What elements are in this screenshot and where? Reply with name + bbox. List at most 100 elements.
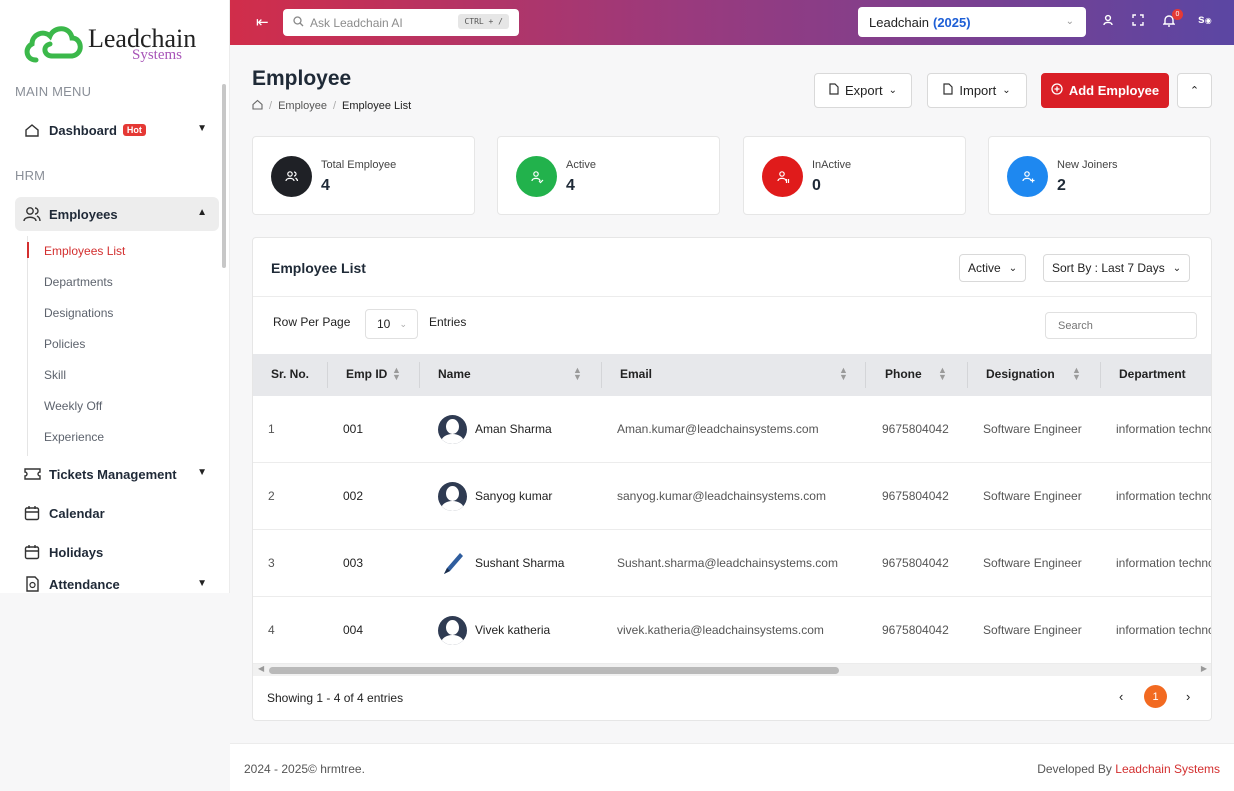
cell-designation: Software Engineer — [983, 623, 1082, 637]
cell-designation: Software Engineer — [983, 556, 1082, 570]
cell-name[interactable]: Sushant Sharma — [475, 556, 565, 570]
submenu-employees-list[interactable]: Employees List — [44, 244, 126, 258]
submenu-experience[interactable]: Experience — [44, 430, 105, 444]
submenu-designations[interactable]: Designations — [44, 306, 114, 320]
sort-dropdown[interactable]: Sort By : Last 7 Days ⌄ — [1043, 254, 1191, 282]
hot-badge: Hot — [122, 124, 146, 136]
collapse-sidebar-icon[interactable]: ⇤ — [256, 14, 269, 31]
cell-sr: 4 — [268, 623, 275, 637]
sort-icon[interactable]: ▲ ▼ — [839, 365, 848, 382]
table-row[interactable]: 4 004 Vivek katheria vivek.katheria@lead… — [253, 597, 1211, 664]
avatar — [438, 482, 467, 511]
scroll-left-icon[interactable]: ◀ — [258, 664, 265, 673]
sidebar-item-employees[interactable]: Employees ▲ — [15, 197, 219, 231]
hrm-title: HRM — [15, 168, 46, 183]
col-emp-id[interactable]: Emp ID — [346, 367, 388, 381]
stat-total-employee: Total Employee 4 — [252, 136, 475, 215]
cell-designation: Software Engineer — [983, 422, 1082, 436]
prev-page-button[interactable]: ‹ — [1119, 689, 1124, 704]
scroll-right-icon[interactable]: ▶ — [1200, 664, 1207, 673]
chevron-down-icon: ⌄ — [1008, 262, 1018, 274]
user-menu[interactable]: s◉ — [1198, 12, 1212, 26]
col-name[interactable]: Name — [438, 367, 471, 381]
scrollbar-thumb[interactable] — [269, 667, 839, 674]
ticket-icon — [23, 465, 41, 483]
col-sr-no[interactable]: Sr. No. — [271, 367, 310, 381]
sort-value: Sort By : Last 7 Days — [1052, 261, 1165, 275]
stat-label: New Joiners — [1057, 159, 1118, 171]
sort-icon[interactable]: ▲ ▼ — [938, 365, 947, 382]
cell-name[interactable]: Aman Sharma — [475, 422, 552, 436]
cell-department: information technology — [1116, 489, 1211, 503]
settings-dot-icon: ◉ — [1204, 16, 1212, 25]
col-department[interactable]: Department — [1119, 367, 1186, 381]
cell-name[interactable]: Vivek katheria — [475, 623, 551, 637]
sidebar-item-tickets[interactable]: Tickets Management ▼ — [15, 457, 219, 491]
developer-link[interactable]: Leadchain Systems — [1115, 762, 1220, 776]
cell-phone: 9675804042 — [882, 489, 949, 503]
chevron-down-icon: ⌄ — [1002, 85, 1011, 96]
col-separator — [419, 362, 420, 388]
logo[interactable]: Leadchain Systems — [22, 20, 202, 70]
col-designation[interactable]: Designation — [986, 367, 1055, 381]
table-row[interactable]: 1 001 Aman Sharma Aman.kumar@leadchainsy… — [253, 396, 1211, 463]
stat-label: InActive — [812, 159, 852, 171]
import-button[interactable]: Import ⌄ — [927, 73, 1027, 108]
table-row[interactable]: 3 003 Sushant Sharma Sushant.sharma@lead… — [253, 530, 1211, 597]
breadcrumb-employee[interactable]: Employee — [278, 100, 327, 112]
stat-value: 0 — [812, 177, 821, 194]
file-check-icon — [23, 575, 41, 593]
rows-per-page-label: Row Per Page — [273, 315, 351, 329]
submenu-departments[interactable]: Departments — [44, 275, 113, 289]
cell-sr: 3 — [268, 556, 275, 570]
submenu-weekly-off[interactable]: Weekly Off — [44, 399, 103, 413]
table-row[interactable]: 2 002 Sanyog kumar sanyog.kumar@leadchai… — [253, 463, 1211, 530]
export-button[interactable]: Export ⌄ — [814, 73, 912, 108]
col-email[interactable]: Email — [620, 367, 653, 381]
sidebar-scrollbar[interactable] — [222, 84, 226, 268]
submenu-skill[interactable]: Skill — [44, 368, 67, 382]
table-search-input[interactable] — [1045, 312, 1197, 339]
avatar — [438, 415, 467, 444]
page-1-button[interactable]: 1 — [1144, 685, 1167, 708]
add-employee-button[interactable]: Add Employee — [1041, 73, 1169, 108]
chevrons-up-icon: ⌃ — [1189, 85, 1200, 97]
user-icon[interactable] — [1102, 14, 1114, 29]
chevron-down-icon: ⌄ — [1172, 262, 1182, 274]
cell-name[interactable]: Sanyog kumar — [475, 489, 553, 503]
col-phone[interactable]: Phone — [885, 367, 922, 381]
status-filter-dropdown[interactable]: Active ⌄ — [959, 254, 1027, 282]
next-page-button[interactable]: › — [1186, 689, 1191, 704]
col-separator — [865, 362, 866, 388]
export-label: Export — [845, 83, 883, 98]
import-label: Import — [959, 83, 997, 98]
company-select[interactable]: Leadchain (2025) ⌄ — [858, 7, 1086, 37]
sort-icon[interactable]: ▲ ▼ — [392, 365, 401, 382]
cell-emp-id: 001 — [343, 422, 364, 436]
sidebar-item-label: Attendance — [49, 576, 120, 592]
sidebar-item-dashboard[interactable]: Dashboard Hot ▼ — [15, 113, 219, 147]
ai-search-input[interactable]: Ask Leadchain AI CTRL + / — [283, 9, 519, 36]
cell-email: Sushant.sharma@leadchainsystems.com — [617, 556, 838, 570]
submenu-policies[interactable]: Policies — [44, 337, 86, 351]
home-icon[interactable] — [252, 99, 263, 113]
search-placeholder: Ask Leadchain AI — [310, 15, 403, 30]
search-icon — [293, 15, 304, 30]
sidebar-item-calendar[interactable]: Calendar — [15, 496, 219, 530]
sort-icon[interactable]: ▲ ▼ — [573, 365, 582, 382]
sidebar: Leadchain Systems MAIN MENU Dashboard Ho… — [0, 0, 230, 593]
table-horizontal-scrollbar[interactable]: ◀ ▶ — [253, 664, 1211, 676]
bell-icon[interactable] — [1162, 14, 1176, 30]
cell-email: Aman.kumar@leadchainsystems.com — [617, 422, 819, 436]
sidebar-item-holidays[interactable]: Holidays — [15, 535, 219, 569]
sort-icon[interactable]: ▲ ▼ — [1072, 365, 1081, 382]
sidebar-item-attendance[interactable]: Attendance ▼ — [15, 574, 219, 594]
fullscreen-icon[interactable] — [1132, 14, 1144, 29]
rows-per-page-select[interactable]: 10 ⌄ — [365, 309, 418, 339]
cell-phone: 9675804042 — [882, 556, 949, 570]
notification-badge: 0 — [1172, 9, 1183, 20]
calendar-icon — [23, 504, 41, 522]
user-pause-icon — [762, 156, 803, 197]
collapse-header-button[interactable]: ⌃ — [1177, 73, 1212, 108]
chevron-down-icon: ⌄ — [888, 85, 897, 96]
